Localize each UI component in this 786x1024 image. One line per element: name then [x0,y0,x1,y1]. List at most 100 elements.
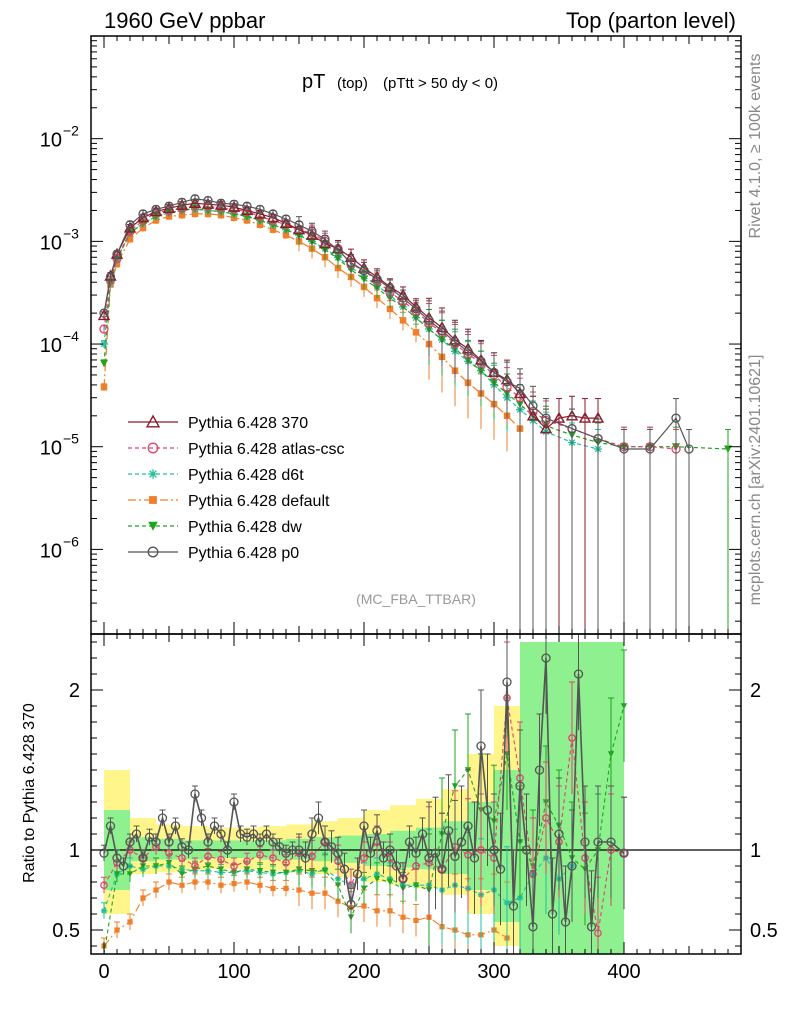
p0-marker [573,669,584,679]
y-tick-exponent: −2 [63,123,79,139]
p0-marker [482,805,493,815]
p370-marker [578,411,592,423]
legend: Pythia 6.428 370 Pythia 6.428 atlas-csc Py… [128,414,345,562]
p0-marker [541,413,551,423]
legend-item-p370: Pythia 6.428 370 [128,414,308,432]
p0-marker [443,826,454,836]
dw-marker [412,882,420,889]
plot-title: pT [302,71,325,93]
p0-marker [378,853,389,863]
atlas-marker [230,862,238,870]
p370-marker [214,198,228,210]
d6t-marker [148,469,158,479]
p0-marker [593,433,603,444]
default-marker [270,885,276,891]
p0-marker [541,653,551,663]
legend-item-p0: Pythia 6.428 p0 [128,545,299,562]
p0-marker [326,842,337,852]
dw-marker [620,703,628,710]
p0-marker [476,356,486,366]
default-marker [387,908,393,914]
p0-marker [502,377,512,387]
p0-marker [437,326,447,336]
p0-marker [300,853,311,863]
p0-marker [586,922,597,932]
p0-marker [508,901,519,911]
atlas-marker [99,324,109,334]
analysis-label: (MC_FBA_TTBAR) [356,591,476,607]
ratio-y-tick-label-right: 0.5 [750,920,778,942]
default-marker [296,887,302,893]
p0-marker [138,209,148,219]
ratio-plot-series [99,633,629,955]
p0-marker [268,837,278,847]
p0-marker [359,265,369,276]
p0-marker [294,220,304,230]
p0-marker [183,845,194,855]
ratio-line-atlas [103,697,625,934]
mcplots-label: mcplots.cern.ch [arXiv:2401.10621] [747,355,764,606]
p0-marker [645,444,655,454]
default-marker [140,895,146,901]
x-tick-label: 300 [477,961,510,983]
atlas-marker [568,734,576,742]
dw-marker [282,869,290,876]
ratio-series-p0 [99,633,629,954]
legend-item-d6t: Pythia 6.428 d6t [128,467,304,484]
series-line-default [103,213,521,430]
legend-label-dw: Pythia 6.428 dw [188,519,302,536]
dw-marker [126,871,134,878]
ratio-y-axis-label: Ratio to Pythia 6.428 370 [21,703,38,883]
p0-marker [346,258,356,268]
default-marker [100,383,108,391]
p0-marker [469,853,480,863]
p0-marker [287,845,298,855]
dw-marker [295,866,303,873]
p370-marker [227,200,241,212]
p0-marker [307,829,317,839]
ratio-y-tick-label-right: 2 [750,680,761,702]
dw-marker [724,445,732,454]
p0-marker [417,829,428,839]
p370-marker [149,205,163,217]
atlas-marker [477,846,485,854]
p0-marker [242,201,252,211]
p0-marker [151,837,161,847]
p0-marker [352,869,363,879]
default-marker [386,305,394,313]
atlas-marker [217,855,225,864]
ratio-y-tick-label-right: 1 [750,840,761,862]
default-marker [153,887,159,893]
p0-marker [105,821,116,831]
atlas-marker [147,442,159,454]
dw-marker [113,871,121,878]
plot-labels: 1960 GeV ppbar Top (parton level) pT (to… [21,8,778,983]
y-tick-label: 10 [40,130,62,152]
rivet-label: Rivet 4.1.0, ≥ 100k events [747,54,764,239]
p0-marker [372,274,382,284]
p0-marker [307,226,317,237]
ratio-y-tick-label-left: 1 [69,840,80,862]
p0-marker [450,337,460,347]
default-marker [191,210,199,218]
default-marker [269,226,277,233]
p0-marker [320,837,330,847]
p0-marker [411,848,421,858]
series-line-d6t [103,208,599,450]
p0-marker [424,315,434,326]
p370-marker [145,414,161,428]
p370-marker [188,196,202,208]
p0-marker [190,194,200,204]
default-marker [166,879,172,885]
dw-marker [256,868,264,874]
dw-marker [269,869,277,876]
p0-marker [138,853,148,863]
header-left: 1960 GeV ppbar [104,8,265,33]
ratio-y-tick-label-left: 2 [69,680,80,702]
p0-marker [151,204,161,214]
legend-label-p370: Pythia 6.428 370 [188,415,308,432]
p0-marker [580,837,590,847]
atlas-marker [360,854,368,862]
p0-marker [398,293,408,303]
